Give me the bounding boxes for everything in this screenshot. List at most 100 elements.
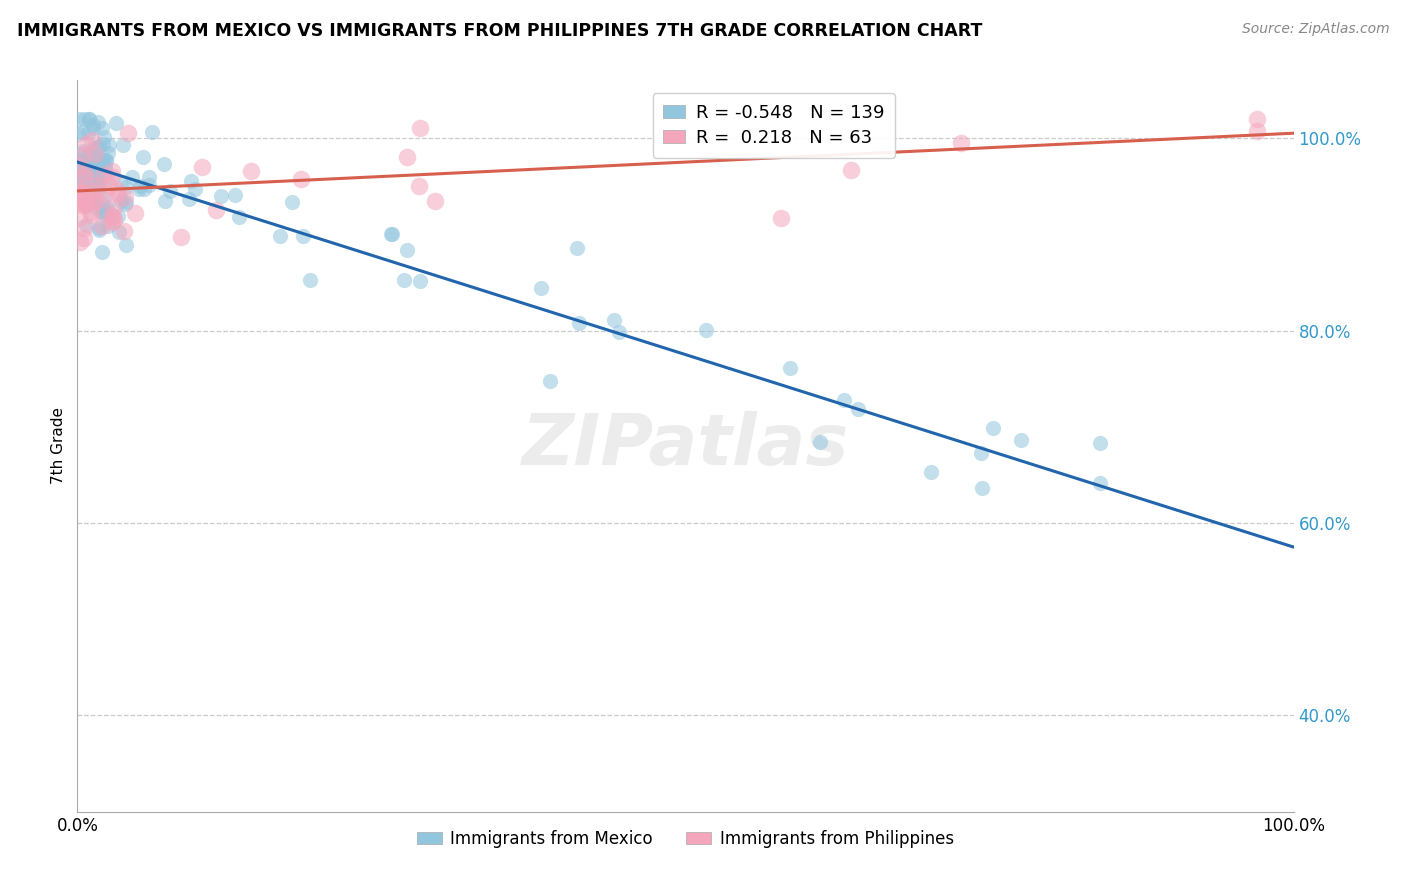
Point [79, 168, 101, 182]
Point [129, 179, 152, 194]
Point [87, 115, 110, 129]
Point [91, 158, 114, 172]
Point [76, 188, 98, 202]
Point [75, 219, 97, 233]
Point [93, 129, 115, 144]
Point [408, 274, 430, 288]
Point [76, 175, 98, 189]
Point [86, 140, 108, 154]
Point [97, 146, 120, 161]
Point [79, 181, 101, 195]
Point [115, 194, 138, 209]
Point [86, 171, 108, 186]
Point [90, 205, 112, 219]
Point [153, 157, 176, 171]
Point [204, 203, 226, 218]
Point [240, 164, 263, 178]
Point [83, 167, 105, 181]
Point [565, 241, 588, 255]
Point [970, 481, 993, 495]
Point [80, 158, 103, 172]
Point [79, 145, 101, 159]
Point [94, 159, 117, 173]
Point [82, 192, 104, 206]
Point [73, 180, 96, 194]
Point [82, 118, 104, 132]
Point [111, 137, 134, 152]
Point [72, 187, 94, 202]
Point [82, 169, 104, 184]
Point [1246, 112, 1268, 126]
Point [79, 166, 101, 180]
Point [115, 180, 138, 194]
Point [114, 190, 136, 204]
Point [114, 197, 136, 211]
Point [86, 158, 108, 172]
Point [73, 154, 96, 169]
Point [110, 194, 132, 208]
Point [104, 116, 127, 130]
Point [779, 361, 801, 376]
Point [1010, 433, 1032, 447]
Point [121, 169, 143, 184]
Point [72, 171, 94, 186]
Point [97, 137, 120, 152]
Point [87, 194, 110, 209]
Point [70, 146, 93, 161]
Point [84, 200, 107, 214]
Point [83, 140, 105, 154]
Point [69, 174, 91, 188]
Point [107, 187, 129, 202]
Point [67, 181, 90, 195]
Point [94, 186, 117, 201]
Point [73, 154, 96, 169]
Point [97, 219, 120, 233]
Legend: Immigrants from Mexico, Immigrants from Philippines: Immigrants from Mexico, Immigrants from … [411, 823, 960, 855]
Point [80, 161, 103, 175]
Point [209, 188, 232, 202]
Point [75, 137, 97, 152]
Point [90, 153, 112, 167]
Text: Source: ZipAtlas.com: Source: ZipAtlas.com [1241, 22, 1389, 37]
Point [87, 175, 110, 189]
Point [75, 197, 97, 211]
Point [83, 184, 105, 198]
Point [69, 235, 91, 249]
Point [77, 162, 100, 177]
Point [89, 180, 111, 194]
Point [73, 166, 96, 180]
Point [409, 120, 432, 135]
Point [69, 186, 91, 200]
Point [75, 174, 97, 188]
Point [72, 112, 94, 127]
Point [950, 136, 973, 151]
Point [981, 420, 1004, 434]
Point [96, 172, 118, 186]
Point [70, 193, 93, 207]
Point [79, 112, 101, 126]
Point [159, 184, 181, 198]
Point [72, 125, 94, 139]
Point [77, 186, 100, 201]
Point [170, 230, 193, 244]
Point [72, 194, 94, 208]
Point [396, 150, 419, 164]
Point [83, 150, 105, 164]
Point [75, 199, 97, 213]
Point [179, 192, 201, 206]
Point [80, 133, 103, 147]
Point [73, 146, 96, 161]
Point [1088, 436, 1111, 450]
Point [72, 144, 94, 158]
Point [299, 273, 322, 287]
Point [100, 164, 122, 178]
Point [96, 200, 118, 214]
Point [380, 227, 402, 241]
Point [281, 195, 304, 210]
Point [96, 202, 118, 217]
Point [67, 159, 90, 173]
Point [77, 194, 100, 209]
Point [183, 182, 205, 196]
Point [87, 139, 110, 153]
Y-axis label: 7th Grade: 7th Grade [51, 408, 66, 484]
